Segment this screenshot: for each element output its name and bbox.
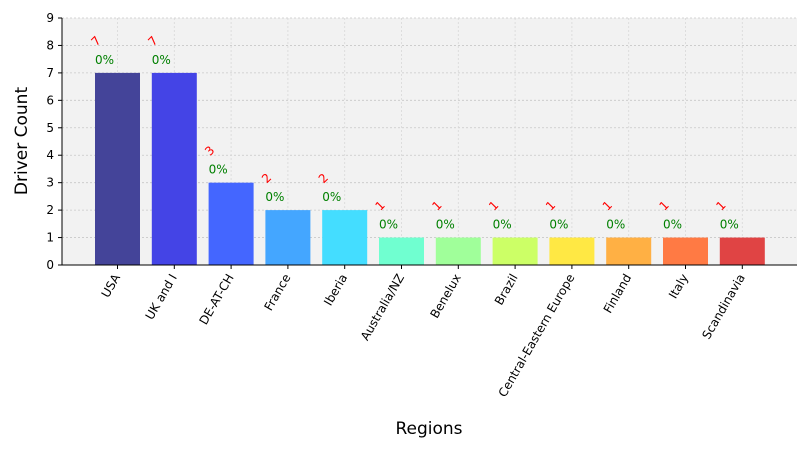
x-axis-label: Regions [395,419,462,439]
x-tick-label: Brazil [492,272,521,308]
y-tick-label: 6 [46,93,54,107]
bar [322,210,368,265]
x-tick-label: France [261,272,293,314]
y-tick-label: 7 [46,66,54,80]
bar [208,182,254,265]
percent-label: 0% [663,218,682,232]
bar [379,237,424,265]
percent-label: 0% [549,218,568,232]
x-tick-label: USA [99,271,124,300]
percent-label: 0% [493,218,512,232]
bar [435,237,481,265]
x-tick-label: Finland [601,272,635,316]
percent-label: 0% [322,190,341,204]
y-tick-label: 4 [46,148,54,162]
y-tick-label: 5 [46,121,54,135]
y-tick-label: 9 [46,11,54,25]
y-tick-label: 0 [46,258,54,272]
y-tick-label: 3 [46,176,54,190]
x-tick-label: Iberia [321,272,350,309]
y-ticks: 0 1 2 3 4 5 6 7 8 9 [46,11,62,272]
x-tick-label: Italy [666,272,691,302]
x-ticks: USA UK and I DE-AT-CH France Iberia Australia… [99,265,748,399]
bars [95,72,765,265]
bar [265,210,311,265]
percent-label: 0% [152,53,171,67]
x-tick-label: Scandinavia [699,272,748,342]
y-tick-label: 1 [46,231,54,245]
percent-label: 0% [379,218,398,232]
percent-label: 0% [720,218,739,232]
bar [151,72,197,265]
percent-label: 0% [265,190,284,204]
percent-label: 0% [436,218,455,232]
bar [492,237,538,265]
percent-label: 0% [606,218,625,232]
percent-label: 0% [95,53,114,67]
bar [663,237,708,265]
bar [549,237,595,265]
y-axis-label: Driver Count [12,87,32,196]
bar-labels: 0%70%70%30%20%20%10%10%10%10%10%10%1 [89,33,739,231]
y-tick-label: 8 [46,38,54,52]
bar [606,237,652,265]
x-tick-label: DE-AT-CH [197,272,237,328]
x-tick-label: Benelux [427,272,463,321]
bar [719,237,765,265]
bar [95,72,140,265]
y-tick-label: 2 [46,203,54,217]
x-tick-label: Australia/NZ [358,272,407,343]
x-tick-label: UK and I [143,272,180,323]
percent-label: 0% [209,163,228,177]
